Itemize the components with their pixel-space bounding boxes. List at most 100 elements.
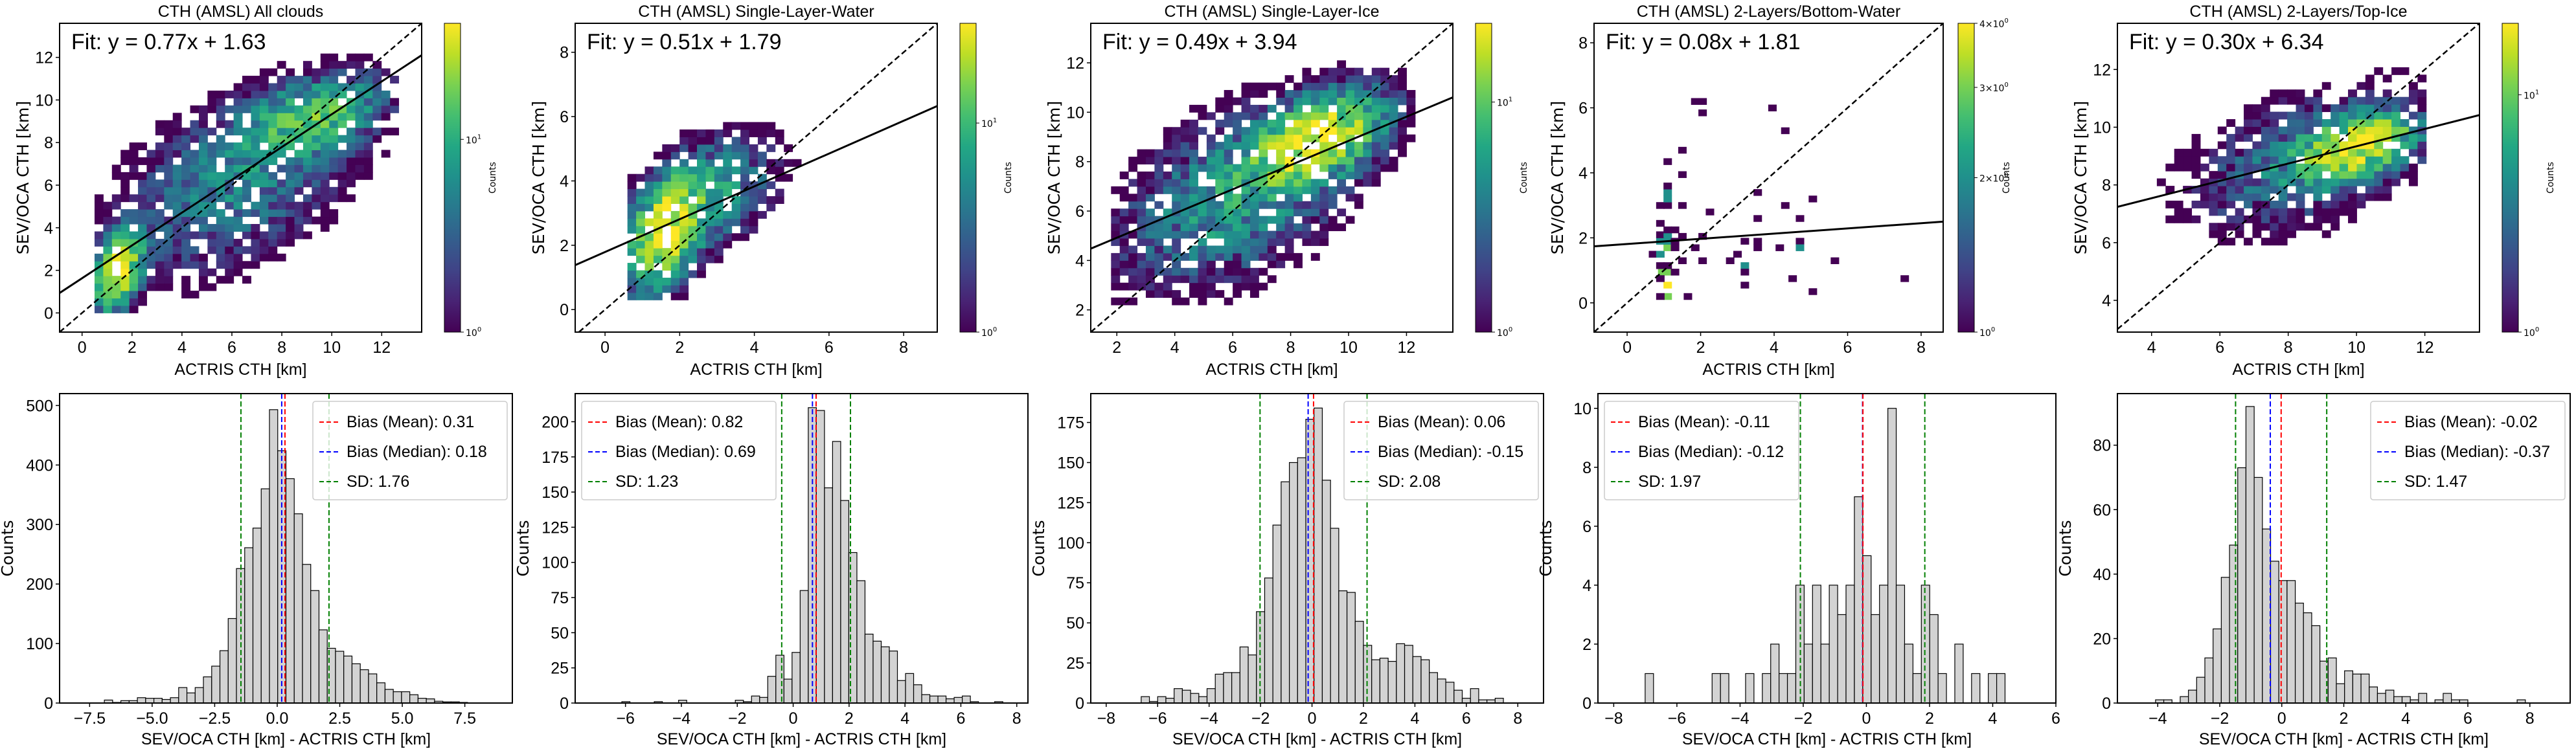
heatmap-cell: [1172, 245, 1181, 254]
heatmap-cell: [1137, 194, 1146, 202]
y-tick-label: 12: [2093, 61, 2111, 79]
heatmap-cell: [1119, 267, 1129, 276]
heatmap-cell: [2209, 186, 2218, 194]
heatmap-cell: [1180, 208, 1190, 217]
heatmap-cell: [1345, 104, 1355, 113]
heatmap-cell: [2270, 148, 2279, 157]
histogram-bar: [1779, 673, 1788, 704]
heatmap-cell: [627, 270, 637, 278]
heatmap-cell: [268, 216, 278, 225]
heatmap-cell: [337, 194, 347, 203]
heatmap-cell: [1830, 257, 1840, 265]
heatmap-cell: [277, 201, 286, 210]
heatmap-cell: [225, 179, 234, 188]
heatmap-cell: [1328, 90, 1338, 98]
heatmap-cell: [2339, 171, 2349, 179]
x-tick-label: 4: [2401, 710, 2410, 728]
heatmap-cell: [347, 128, 356, 136]
heatmap-cell: [757, 196, 767, 204]
heatmap-cell: [103, 253, 113, 262]
heatmap-cell: [644, 188, 654, 197]
y-tick-label: 6: [44, 177, 53, 195]
heatmap-cell: [111, 291, 121, 298]
heatmap-cell: [1267, 164, 1277, 172]
heatmap-cell: [1398, 67, 1407, 76]
heatmap-cell: [644, 277, 654, 285]
heatmap-cell: [653, 240, 663, 249]
heatmap-cell: [363, 53, 373, 61]
heatmap-cell: [2270, 141, 2279, 150]
heatmap-cell: [294, 105, 304, 113]
heatmap-cell: [1294, 164, 1303, 172]
heatmap-cell: [2252, 156, 2262, 164]
heatmap-cell: [94, 209, 104, 218]
heatmap-cell: [103, 246, 113, 254]
heatmap-cell: [636, 225, 646, 234]
y-axis-label: Counts: [1029, 520, 1048, 576]
heatmap-cell: [259, 172, 269, 180]
heatmap-cell: [320, 68, 330, 76]
y-tick-label: 12: [35, 49, 53, 67]
heatmap-cell: [1276, 201, 1286, 209]
heatmap-cell: [329, 105, 339, 113]
heatmap-cell: [242, 179, 251, 188]
heatmap-cell: [1241, 171, 1251, 179]
heatmap-cell: [2174, 163, 2183, 172]
heatmap-cell: [181, 186, 191, 195]
heatmap-cell: [1691, 98, 1700, 105]
y-axis-label: SEV/OCA CTH [km]: [529, 101, 548, 254]
heatmap-cell: [1206, 142, 1216, 150]
heatmap-cell: [2278, 215, 2288, 223]
heatmap-cell: [1371, 171, 1381, 179]
heatmap-cell: [1241, 90, 1251, 98]
heatmap-cell: [1224, 171, 1233, 179]
heatmap-cell: [181, 194, 191, 203]
heatmap-cell: [1389, 134, 1398, 142]
y-tick-label: 0: [44, 304, 53, 322]
heatmap-cell: [1249, 134, 1259, 142]
heatmap-cell: [129, 194, 139, 203]
histogram-bar: [1314, 407, 1323, 704]
heatmap-cell: [1163, 223, 1172, 232]
heatmap-cell: [1128, 164, 1138, 172]
heatmap-cell: [312, 201, 321, 210]
heatmap-cell: [697, 137, 706, 145]
heatmap-cell: [146, 283, 156, 291]
heatmap-cell: [286, 179, 295, 188]
heatmap-cell: [1180, 186, 1190, 194]
heatmap-cell: [94, 231, 104, 240]
heatmap-cell: [2244, 126, 2253, 135]
heatmap-cell: [2339, 163, 2349, 172]
heatmap-cell: [688, 203, 698, 212]
heatmap-cell: [337, 135, 347, 143]
heatmap-cell: [2278, 111, 2288, 120]
heatmap-cell: [120, 238, 130, 247]
heatmap-cell: [1705, 208, 1715, 216]
x-tick-label: −6: [1148, 710, 1167, 728]
x-tick-label: −4: [1200, 710, 1218, 728]
heatmap-cell: [1224, 104, 1233, 113]
heatmap-cell: [1389, 164, 1398, 172]
heatmap-cell: [129, 305, 139, 313]
legend-box: [1343, 401, 1539, 500]
heatmap-cell: [1249, 208, 1259, 217]
heatmap-cell: [120, 172, 130, 180]
heatmap-cell: [1198, 208, 1207, 217]
heatmap-cell: [2287, 133, 2297, 142]
heatmap-cell: [302, 128, 312, 136]
heatmap-cell: [740, 144, 750, 152]
heatmap-cell: [2331, 178, 2340, 186]
heatmap-cell: [2313, 133, 2323, 142]
heatmap-cell: [1206, 157, 1216, 165]
heatmap-cell: [2165, 186, 2175, 194]
heatmap-cell: [1198, 104, 1207, 113]
heatmap-cell: [2252, 178, 2262, 186]
histogram-bar: [2229, 544, 2239, 704]
heatmap-cell: [294, 90, 304, 98]
heatmap-cell: [233, 113, 243, 121]
heatmap-cell: [714, 196, 724, 204]
heatmap-cell: [2374, 163, 2384, 172]
histogram-bar: [1437, 678, 1446, 704]
